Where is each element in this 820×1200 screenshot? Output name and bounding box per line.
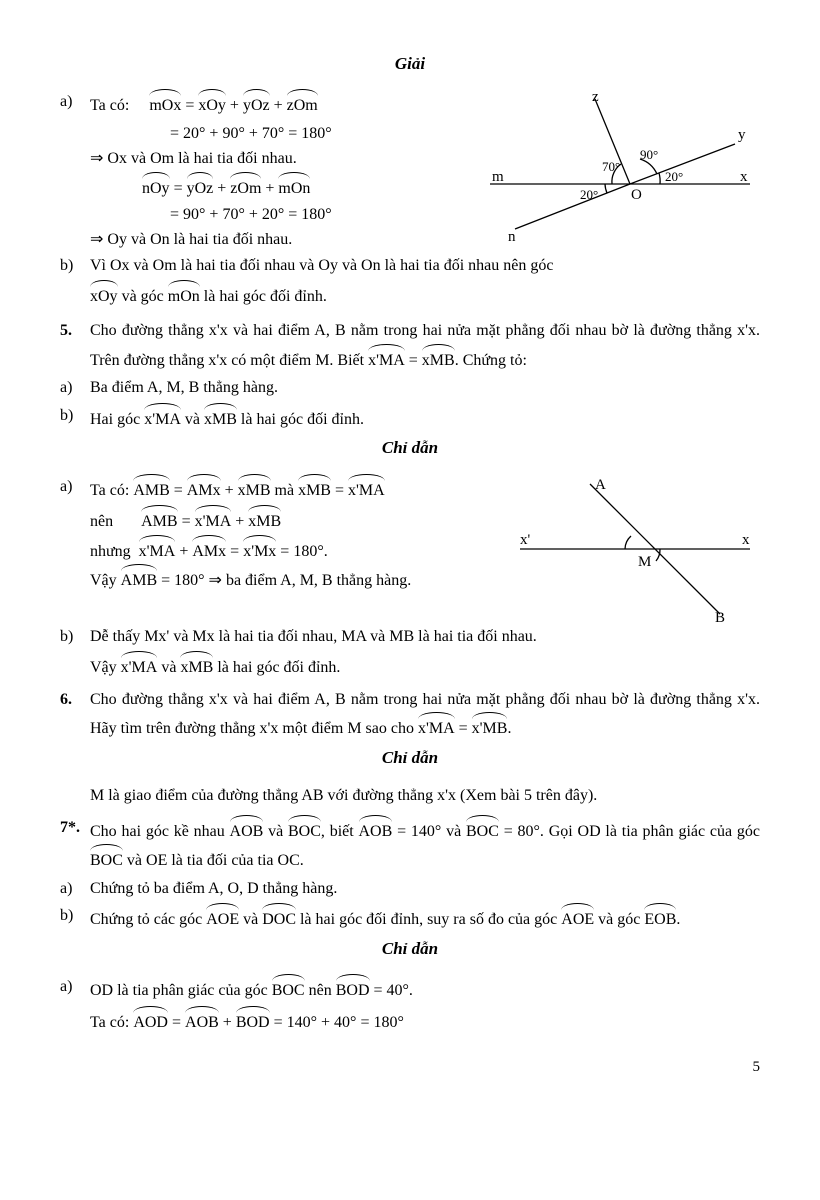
line-4b-2: xOy và góc mOn là hai góc đối đỉnh. (60, 280, 760, 310)
svg-text:z: z (592, 89, 599, 105)
svg-text:x: x (742, 532, 750, 548)
sol-7a-2: Ta có: AOD = AOB + BOD = 140° + 40° = 18… (60, 1006, 760, 1036)
svg-text:O: O (631, 187, 642, 203)
section-title-chidan-3: Chỉ dẫn (60, 935, 760, 962)
problem-7b: b) Chứng tỏ các góc AOE và DOC là hai gó… (60, 903, 760, 933)
section-title-chidan-2: Chỉ dẫn (60, 744, 760, 771)
problem-5b: b) Hai góc x'MA và xMB là hai góc đối đỉ… (60, 403, 760, 433)
problem-7: 7*. Cho hai góc kề nhau AOB và BOC, biết… (60, 815, 760, 874)
svg-text:70°: 70° (602, 159, 620, 174)
line-4a-1: a) Ta có: mOx = xOy + yOz + zOm (60, 89, 470, 119)
svg-text:y: y (738, 127, 746, 143)
sol-5a-1: a) Ta có: AMB = AMx + xMB mà xMB = x'MA (60, 474, 500, 504)
page-number: 5 (60, 1055, 760, 1079)
svg-text:A: A (595, 477, 606, 493)
svg-text:m: m (492, 169, 504, 185)
svg-text:90°: 90° (640, 147, 658, 162)
diagram-lines-2: A B x' x M (510, 474, 760, 624)
line-4b-1: b) Vì Ox và Om là hai tia đối nhau và Oy… (60, 253, 760, 279)
sol-6: M là giao điểm của đường thẳng AB với đư… (60, 783, 760, 809)
svg-text:x': x' (520, 532, 531, 548)
svg-text:n: n (508, 229, 516, 245)
svg-text:x: x (740, 169, 748, 185)
problem-7a: a) Chứng tỏ ba điểm A, O, D thẳng hàng. (60, 876, 760, 902)
problem-6: 6. Cho đường thẳng x'x và hai điểm A, B … (60, 687, 760, 742)
sol-5b-1: b) Dễ thấy Mx' và Mx là hai tia đối nhau… (60, 624, 760, 650)
svg-text:20°: 20° (580, 187, 598, 202)
section-title-giai: Giải (60, 50, 760, 77)
problem-5a: a) Ba điểm A, M, B thẳng hàng. (60, 375, 760, 401)
section-title-chidan-1: Chỉ dẫn (60, 434, 760, 461)
problem-5: 5. Cho đường thẳng x'x và hai điểm A, B … (60, 318, 760, 373)
svg-text:M: M (638, 554, 651, 570)
svg-text:20°: 20° (665, 169, 683, 184)
diagram-angles-1: z y x m n O 70° 90° 20° 20° (480, 89, 760, 249)
svg-text:B: B (715, 610, 725, 624)
sol-7a-1: a) OD là tia phân giác của góc BOC nên B… (60, 974, 760, 1004)
sol-5b-2: Vậy x'MA và xMB là hai góc đối đỉnh. (60, 651, 760, 681)
